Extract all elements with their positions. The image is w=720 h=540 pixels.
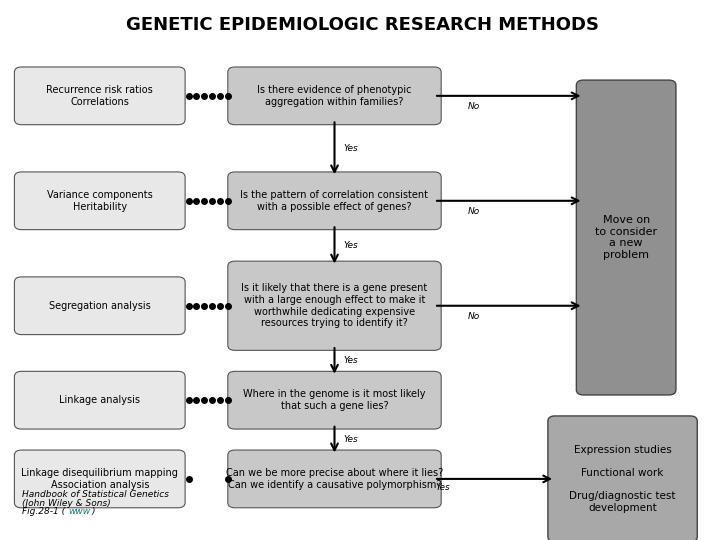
Text: Yes: Yes <box>436 483 450 492</box>
FancyBboxPatch shape <box>228 450 441 508</box>
Text: Where in the genome is it most likely
that such a gene lies?: Where in the genome is it most likely th… <box>243 389 426 411</box>
Text: Expression studies

Functional work

Drug/diagnostic test
development: Expression studies Functional work Drug/… <box>570 445 676 513</box>
Text: Segregation analysis: Segregation analysis <box>49 301 150 310</box>
Text: Fig.28-1 (: Fig.28-1 ( <box>22 507 65 516</box>
FancyBboxPatch shape <box>548 416 697 540</box>
FancyBboxPatch shape <box>576 80 676 395</box>
FancyBboxPatch shape <box>228 67 441 125</box>
Text: Yes: Yes <box>343 144 359 153</box>
FancyBboxPatch shape <box>14 67 185 125</box>
FancyBboxPatch shape <box>14 450 185 508</box>
Text: No: No <box>467 207 480 216</box>
Text: Is it likely that there is a gene present
with a large enough effect to make it
: Is it likely that there is a gene presen… <box>241 284 428 328</box>
Text: Recurrence risk ratios
Correlations: Recurrence risk ratios Correlations <box>46 85 153 106</box>
Text: Can we be more precise about where it lies?
Can we identify a causative polymorp: Can we be more precise about where it li… <box>226 468 443 490</box>
FancyBboxPatch shape <box>228 372 441 429</box>
Text: Yes: Yes <box>343 241 359 250</box>
Text: (John Wiley & Sons): (John Wiley & Sons) <box>22 499 110 508</box>
Text: Handbook of Statistical Genetics: Handbook of Statistical Genetics <box>22 490 168 500</box>
Text: ): ) <box>91 507 95 516</box>
Text: Linkage disequilibrium mapping
Association analysis: Linkage disequilibrium mapping Associati… <box>22 468 178 490</box>
Text: Variance components
Heritability: Variance components Heritability <box>47 190 153 212</box>
Text: Is there evidence of phenotypic
aggregation within families?: Is there evidence of phenotypic aggregat… <box>257 85 412 106</box>
FancyBboxPatch shape <box>228 172 441 230</box>
FancyBboxPatch shape <box>14 172 185 230</box>
Text: Linkage analysis: Linkage analysis <box>59 395 140 405</box>
Text: No: No <box>467 312 480 321</box>
Text: Is the pattern of correlation consistent
with a possible effect of genes?: Is the pattern of correlation consistent… <box>240 190 428 212</box>
Text: GENETIC EPIDEMIOLOGIC RESEARCH METHODS: GENETIC EPIDEMIOLOGIC RESEARCH METHODS <box>127 16 600 34</box>
Text: www: www <box>68 507 91 516</box>
Text: Yes: Yes <box>343 435 359 444</box>
FancyBboxPatch shape <box>14 277 185 335</box>
Text: Move on
to consider
a new
problem: Move on to consider a new problem <box>595 215 657 260</box>
Text: No: No <box>467 102 480 111</box>
FancyBboxPatch shape <box>228 261 441 350</box>
FancyBboxPatch shape <box>14 372 185 429</box>
Text: Yes: Yes <box>343 356 359 366</box>
